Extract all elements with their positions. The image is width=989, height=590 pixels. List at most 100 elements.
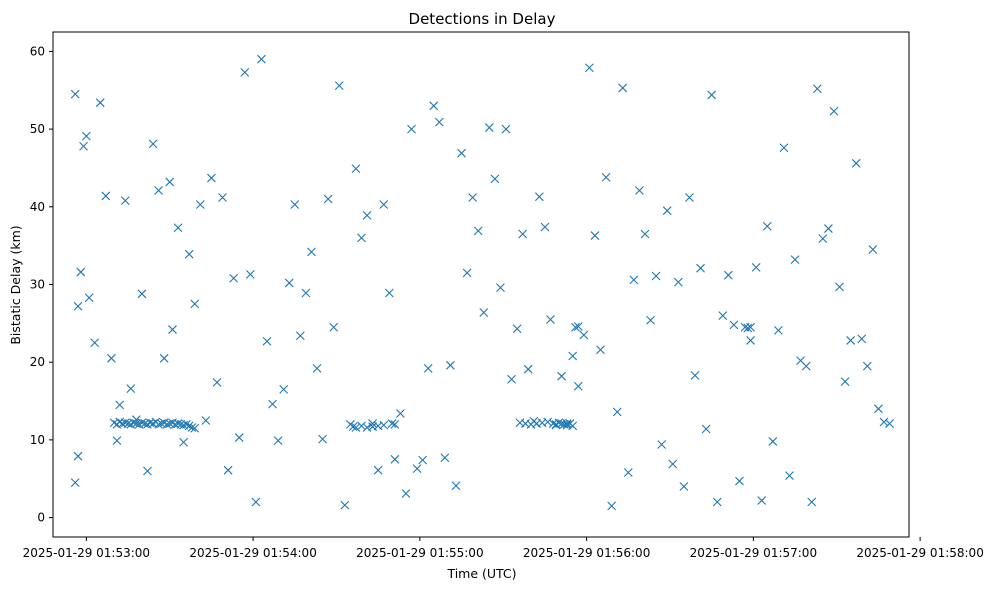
data-point [518,229,528,239]
data-point [696,263,705,273]
y-tick-label: 60 [30,44,45,58]
data-point [801,361,811,371]
data-point [585,63,594,73]
data-point [446,360,455,370]
data-point [218,193,227,202]
data-point [723,270,733,280]
data-point [762,221,772,231]
data-point [387,419,397,428]
data-point [646,315,655,325]
data-point [751,263,761,272]
data-point [507,374,516,384]
data-point [334,81,344,90]
data-point [757,496,767,505]
data-point [701,424,711,434]
data-point [679,482,689,491]
data-point [707,90,717,100]
data-point [423,364,433,373]
data-point [496,283,505,292]
data-point [154,419,163,429]
data-point [846,336,856,345]
data-point [348,422,358,432]
data-point [501,124,511,134]
data-point [543,417,553,427]
data-point [162,419,172,429]
data-point [607,501,617,511]
data-point [568,351,578,361]
data-point [590,231,600,240]
data-point [396,409,405,418]
data-point [390,419,400,429]
data-point [351,164,361,174]
data-point [187,423,197,432]
data-point [159,353,169,363]
data-point [195,200,205,209]
data-point [129,418,138,428]
data-point [379,420,389,430]
data-point [79,141,88,151]
data-point [785,471,794,481]
data-point [84,293,94,303]
data-point [329,322,339,332]
data-point [245,270,255,279]
data-point [434,117,444,127]
plot-frame [52,31,910,538]
data-point [262,336,272,346]
data-point [768,437,778,446]
data-point [126,384,136,393]
data-point [120,196,130,205]
data-point [557,371,566,381]
data-point [662,206,672,216]
data-point [862,361,872,371]
y-tick-label: 40 [30,200,45,214]
x-tick-label: 2025-01-29 01:58:00 [856,546,983,560]
data-point [312,364,322,373]
data-point [137,418,147,428]
data-point [373,465,383,475]
data-point [168,325,177,334]
data-point [229,273,239,283]
data-point [540,222,550,232]
data-point [657,440,667,449]
data-point [73,301,83,311]
data-point [546,315,555,324]
data-point [184,421,194,431]
data-point [323,194,333,204]
data-point [851,158,861,168]
data-point [484,123,494,132]
data-point [571,322,580,332]
data-point [223,465,233,475]
data-point [362,210,372,220]
data-point [212,378,222,387]
data-point [340,500,350,510]
data-point [490,174,500,184]
data-point [440,453,450,463]
data-point [173,223,183,233]
data-point [457,148,466,158]
data-point [357,233,366,243]
data-point [173,419,183,428]
data-point [165,177,175,187]
data-point [573,381,583,391]
data-point [143,466,152,476]
y-tick-label: 20 [30,355,45,369]
data-point [885,419,894,428]
data-point [729,320,739,330]
y-tick-label: 30 [30,278,45,292]
data-point [773,325,783,335]
data-point [70,89,80,99]
data-point [351,423,361,432]
data-point [268,399,277,409]
data-point [462,268,472,278]
data-point [579,330,589,340]
y-tick-label: 50 [30,122,45,136]
x-tick-label: 2025-01-29 01:57:00 [690,546,817,560]
data-point [207,173,216,183]
data-point [234,433,244,442]
data-point [76,267,86,277]
data-point [818,234,828,244]
data-point [573,322,583,331]
data-point [840,377,850,387]
data-point [357,421,366,431]
